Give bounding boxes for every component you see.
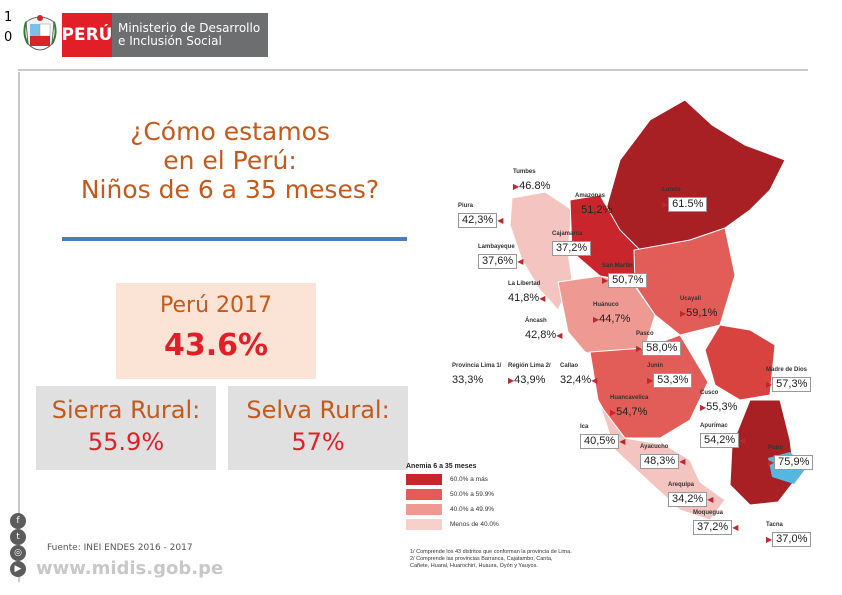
peru-stat-value: 43.6% xyxy=(163,328,269,363)
sierra-rural-value: 55.9% xyxy=(87,428,165,456)
peru-stat-card: Perú 2017 43.6% xyxy=(116,283,316,379)
map-label-loreto: Loreto ▶ 61.5% xyxy=(662,186,708,212)
map-label-huanuco: Huánuco ▶44,7% xyxy=(593,302,631,325)
map-label-ucayali: Ucayali ▶59,1% xyxy=(680,296,718,319)
ministry-name: Ministerio de Desarrollo e Inclusión Soc… xyxy=(118,21,261,48)
selva-rural-label: Selva Rural: xyxy=(246,396,390,424)
map-label-provincia-lima: Provincia Lima 1/33,3% xyxy=(452,363,502,386)
sierra-rural-label: Sierra Rural: xyxy=(51,396,201,424)
map-label-region-lima: Región Lima 2/▶43,9% xyxy=(508,363,551,386)
map-label-huancavelica: Huancavelica ▶54,7% xyxy=(610,395,649,418)
map-label-san-martin: San Martín ▶ 50,7% xyxy=(602,262,648,288)
map-label-lambayeque: Lambayeque 37,6% ◀ xyxy=(478,244,524,269)
legend-item: 40.0% a 49.9% xyxy=(406,504,536,515)
map-label-pasco: Pasco ▶ 58,0% xyxy=(636,330,682,356)
map-region-loreto xyxy=(599,100,786,253)
legend-item: 60.0% a más xyxy=(406,474,536,485)
legend-item: Menos de 40.0% xyxy=(406,519,536,530)
legend-title: Anemia 6 a 35 meses xyxy=(406,463,477,470)
legend-swatch xyxy=(406,504,442,515)
map-label-apurimac: Apurímac 54,2% ◀ xyxy=(700,423,746,448)
ministry-logo: PERÚ Ministerio de Desarrollo e Inclusió… xyxy=(62,13,268,57)
map-label-ica: Ica 40,5% ◀ xyxy=(580,424,626,449)
map-label-arequipa: Arequipa 34,2% ◀ xyxy=(668,482,714,507)
map-label-callao: Callao 32,4%◀ xyxy=(560,363,598,386)
map-label-tacna: Tacna ▶ 37,0% xyxy=(766,521,812,547)
twitter-icon[interactable]: t xyxy=(10,529,26,545)
facebook-icon[interactable]: f xyxy=(10,513,26,529)
youtube-icon[interactable]: ▶ xyxy=(10,561,26,577)
map-label-ayacucho: Ayacucho 48,3% ◀ xyxy=(640,444,686,469)
title-underline xyxy=(62,237,407,241)
map-legend: Anemia 6 a 35 meses 60.0% a más 50.0% a … xyxy=(406,463,536,530)
map-label-amazonas: Amazonas ▶51,2% xyxy=(575,193,613,216)
map-label-puno: Puno ▶ 75,9% xyxy=(768,444,814,470)
map-footnotes: 1/ Comprende los 43 distritos que confor… xyxy=(410,549,572,569)
map-region-madre-de-dios xyxy=(704,324,776,401)
map-label-piura: Piura 42,3% ◀ xyxy=(458,203,504,228)
legend-item: 50.0% a 59.9% xyxy=(406,489,536,500)
source-note: Fuente: INEI ENDES 2016 - 2017 xyxy=(47,543,193,553)
map-label-junin: Junín ▶ 53,3% xyxy=(647,362,693,388)
map-label-cusco: Cusco ▶55,3% xyxy=(700,390,738,413)
instagram-icon[interactable]: ◎ xyxy=(10,545,26,561)
selva-rural-card: Selva Rural: 57% xyxy=(228,386,408,470)
header: PERÚ Ministerio de Desarrollo e Inclusió… xyxy=(0,0,842,71)
map-label-ancash: Áncash 42,8%◀ xyxy=(525,318,563,341)
website-link[interactable]: www.midis.gob.pe xyxy=(36,558,224,579)
legend-swatch xyxy=(406,519,442,530)
map-label-la-libertad: La Libertad 41,8%◀ xyxy=(508,281,546,304)
slide-number: 1 0 xyxy=(4,10,13,45)
sierra-rural-card: Sierra Rural: 55.9% xyxy=(36,386,216,470)
header-divider xyxy=(18,69,808,71)
map-label-moquegua: Moquegua 37,2% ◀ xyxy=(693,510,739,535)
legend-swatch xyxy=(406,489,442,500)
map-label-tumbes: Tumbes ▶46.8% xyxy=(513,169,551,192)
page-title: ¿Cómo estamos en el Perú: Niños de 6 a 3… xyxy=(80,117,380,204)
legend-swatch xyxy=(406,474,442,485)
map-label-madre-de-dios: Madre de Dios ▶ 57,3% xyxy=(766,366,812,392)
left-divider xyxy=(18,72,20,582)
coat-of-arms-icon xyxy=(23,15,57,51)
map-label-cajamarca: Cajamarca 37,2% ◀ xyxy=(552,231,598,256)
selva-rural-value: 57% xyxy=(291,428,345,456)
peru-stat-label: Perú 2017 xyxy=(160,293,272,318)
brand-peru-label: PERÚ xyxy=(62,13,112,57)
